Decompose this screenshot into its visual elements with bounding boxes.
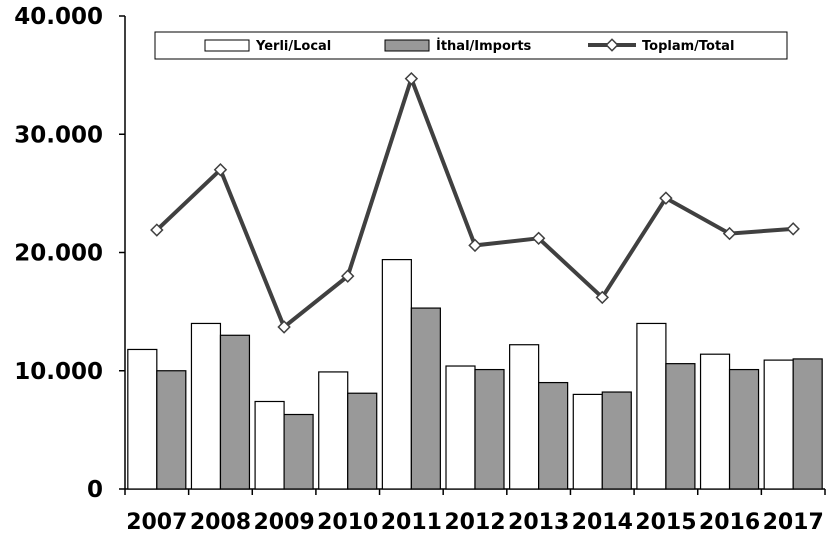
total-point (341, 269, 355, 283)
bar-local (636, 322, 667, 490)
x-tick-label: 2014 (572, 510, 633, 535)
y-tick-label: 30.000 (14, 122, 103, 148)
x-tick-label: 2008 (190, 510, 251, 535)
x-tick-label: 2016 (699, 510, 760, 535)
y-tick-label: 20.000 (14, 241, 103, 267)
legend-swatch-imports (384, 39, 430, 52)
bar-local (381, 258, 412, 490)
legend: Yerli/Local İthal/Imports Toplam/Total (154, 31, 788, 60)
bar-local (318, 371, 349, 490)
bar-local (699, 353, 731, 490)
bar-local (445, 365, 476, 490)
x-axis: 2007 2008 2009 2010 2011 2012 2013 2014 2015 2016… (124, 488, 826, 535)
total-point (468, 238, 482, 253)
total-line-path (155, 72, 794, 331)
legend-label-local: Yerli/Local (255, 39, 331, 54)
x-tick-label: 2007 (126, 510, 187, 535)
total-point (595, 290, 609, 305)
y-tick-label: 40.000 (14, 4, 103, 30)
total-point (277, 320, 291, 334)
legend-marker-total (605, 38, 619, 52)
x-tick-label: 2009 (253, 510, 314, 535)
x-tick-label: 2012 (444, 510, 505, 535)
bar-local (127, 348, 158, 490)
bar-imports (601, 391, 632, 490)
bar-imports (347, 392, 378, 490)
bar-imports (665, 363, 696, 490)
y-tick-label: 0 (87, 477, 103, 503)
legend-label-total: Toplam/Total (642, 39, 734, 54)
bar-imports (156, 370, 187, 490)
bars (127, 258, 823, 490)
bar-imports (474, 368, 505, 490)
y-axis: 0 10.000 20.000 30.000 40.000 (14, 4, 126, 503)
total-point (722, 226, 737, 241)
total-point (404, 71, 419, 86)
x-tick-label: 2011 (381, 510, 442, 535)
legend-box (154, 31, 788, 60)
y-tick-label: 10.000 (14, 359, 103, 385)
total-point (659, 191, 673, 205)
legend-label-imports: İthal/Imports (436, 38, 532, 54)
x-tick-label: 2015 (635, 510, 696, 535)
total-point (150, 223, 164, 237)
bar-local (190, 322, 222, 490)
x-tick-label: 2017 (763, 510, 824, 535)
legend-swatch-local (204, 39, 250, 52)
bar-imports (219, 334, 251, 490)
x-tick-label: 2013 (508, 510, 569, 535)
bar-imports (283, 413, 314, 490)
bar-local (509, 344, 540, 490)
total-point (786, 222, 800, 236)
bar-imports (410, 307, 441, 490)
bar-local (763, 359, 794, 490)
bar-local (254, 400, 285, 490)
bar-imports (538, 381, 569, 490)
bar-imports (728, 368, 760, 490)
bar-local (572, 393, 603, 490)
total-line (150, 71, 800, 334)
bar-imports (792, 358, 823, 490)
total-point (213, 163, 228, 177)
x-tick-label: 2010 (317, 510, 378, 535)
total-point (531, 231, 546, 246)
